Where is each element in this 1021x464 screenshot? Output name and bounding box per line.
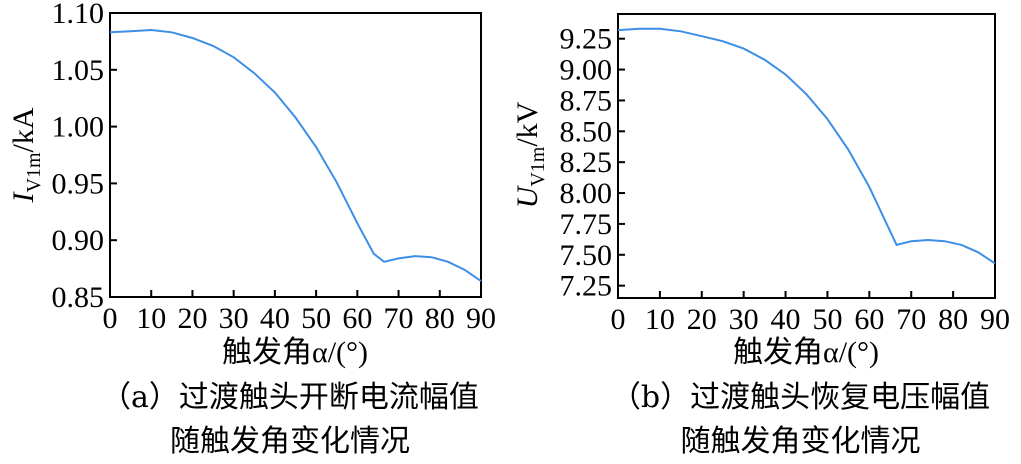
y-tick-label: 7.25: [560, 270, 613, 303]
plot-frame: [109, 12, 482, 298]
chart-a: 0.85 0.90 0.95 1.00 1.05 1.10 0 10 20 30 40 50 60 70…: [7, 0, 496, 369]
y-tick-label: 0.85: [52, 281, 105, 314]
x-tick-label: 20: [687, 303, 717, 336]
series-line: [617, 27, 996, 265]
y-tick-label: 8.75: [560, 84, 613, 117]
caption-a-line2: 随触发角变化情况: [170, 424, 410, 459]
chart-b: 7.257.507.758.008.258.508.759.009.25 0 10…: [511, 13, 1010, 369]
y-tick-label: 9.25: [560, 23, 613, 56]
x-tick-label: 20: [177, 302, 207, 335]
y-tick-label: 7.50: [560, 239, 613, 272]
series-line: [109, 28, 482, 282]
caption-b-line1: （b）过渡触头恢复电压幅值: [610, 380, 991, 415]
x-tick-label: 90: [980, 303, 1010, 336]
x-tick-label: 10: [645, 303, 675, 336]
y-tick-label: 1.00: [52, 111, 105, 144]
x-tick-label: 80: [425, 302, 455, 335]
x-tick-label: 50: [812, 303, 842, 336]
y-tick-label: 1.05: [52, 54, 105, 87]
y-tick-label: 1.10: [52, 0, 105, 30]
x-tick-label: 0: [611, 303, 626, 336]
caption-a: （a）过渡触头开断电流幅值 随触发角变化情况: [60, 376, 520, 464]
x-tick-label: 80: [938, 303, 968, 336]
y-tick-label: 8.00: [560, 177, 613, 210]
x-tick-label: 40: [260, 302, 290, 335]
x-tick-group: 0 10 20 30 40 50 60 70 80 90: [611, 291, 1010, 336]
y-tick-group: 0.85 0.90 0.95 1.00 1.05 1.10: [52, 0, 117, 314]
x-tick-label: 60: [342, 302, 372, 335]
caption-b-line2: 随触发角变化情况: [680, 424, 921, 459]
x-tick-label: 70: [384, 302, 414, 335]
caption-b: （b）过渡触头恢复电压幅值 随触发角变化情况: [580, 376, 1021, 464]
x-tick-label: 70: [896, 303, 926, 336]
x-tick-label: 90: [466, 302, 496, 335]
x-tick-label: 0: [103, 302, 118, 335]
y-axis-label: IV1m/kA: [7, 107, 45, 203]
y-tick-label: 0.95: [52, 167, 105, 200]
caption-a-line1: （a）过渡触头开断电流幅值: [101, 380, 479, 415]
x-tick-label: 10: [136, 302, 166, 335]
y-tick-label: 8.25: [560, 146, 613, 179]
y-tick-label: 9.00: [560, 54, 613, 87]
x-tick-label: 50: [301, 302, 331, 335]
x-tick-group: 0 10 20 30 40 50 60 70 80 90: [103, 290, 496, 335]
x-tick-label: 60: [854, 303, 884, 336]
x-tick-label: 40: [771, 303, 801, 336]
y-tick-label: 7.75: [560, 208, 613, 241]
plot-frame: [617, 13, 996, 299]
y-tick-group: 7.257.507.758.008.258.508.759.009.25: [560, 23, 625, 303]
y-tick-label: 0.90: [52, 224, 105, 257]
x-axis-label: 触发角α/(°): [222, 336, 368, 369]
y-tick-label: 8.50: [560, 115, 613, 148]
y-axis-label: UV1m/kV: [511, 101, 549, 208]
x-axis-label: 触发角α/(°): [733, 336, 879, 369]
x-tick-label: 30: [729, 303, 759, 336]
x-tick-label: 30: [219, 302, 249, 335]
